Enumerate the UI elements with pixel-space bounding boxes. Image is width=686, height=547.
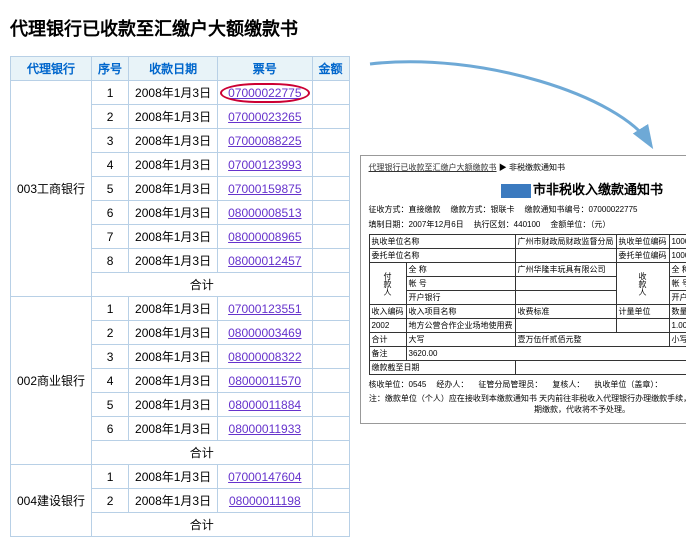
doc-inner-table: 执收单位名称广州市财政局财政监督分局执收单位编码100009 委托单位名称委托单… (369, 234, 686, 375)
ticket-link[interactable]: 08000008513 (228, 206, 301, 220)
ticket-link[interactable]: 07000022775 (228, 86, 301, 100)
table-row: 002商业银行12008年1月3日07000123551 (11, 297, 350, 321)
main-table: 代理银行序号收款日期票号金额 003工商银行12008年1月3日07000022… (10, 56, 350, 537)
ticket-link[interactable]: 07000023265 (228, 110, 301, 124)
ticket-link[interactable]: 07000147604 (228, 470, 301, 484)
bank-cell: 004建设银行 (11, 465, 92, 537)
table-header: 金额 (312, 57, 349, 81)
doc-header-line2: 填制日期：2007年12月6日 执行区划：440100 金额单位：（元） (369, 219, 686, 230)
bank-cell: 003工商银行 (11, 81, 92, 297)
doc-header-line: 征收方式：直接缴款 缴款方式：银联卡 缴款通知书编号：07000022775 (369, 204, 686, 215)
table-header: 代理银行 (11, 57, 92, 81)
ticket-link[interactable]: 07000123993 (228, 158, 301, 172)
ticket-link[interactable]: 08000003469 (228, 326, 301, 340)
ticket-link[interactable]: 08000012457 (228, 254, 301, 268)
table-header: 票号 (218, 57, 312, 81)
page-title: 代理银行已收款至汇缴户大额缴款书 (10, 15, 676, 41)
doc-footer: 核收单位：0545经办人： 征管分局管理员：复核人： 执收单位（盖章）： (369, 379, 686, 390)
ticket-link[interactable]: 07000123551 (228, 302, 301, 316)
doc-title: 市非税收入缴款通知书 (369, 179, 686, 198)
ticket-link[interactable]: 07000088225 (228, 134, 301, 148)
arrow-icon (360, 56, 686, 151)
ticket-link[interactable]: 08000008322 (228, 350, 301, 364)
crumb-link-1[interactable]: 代理银行已收款至汇缴户大额缴款书 (369, 163, 497, 172)
detail-document: 代理银行已收款至汇缴户大额缴款书 ▶ 非税缴款通知书 市非税收入缴款通知书 征收… (360, 155, 686, 424)
bank-cell: 002商业银行 (11, 297, 92, 465)
ticket-link[interactable]: 08000008965 (228, 230, 301, 244)
ticket-link[interactable]: 08000011198 (229, 494, 301, 508)
ticket-link[interactable]: 08000011933 (229, 422, 302, 436)
table-row: 003工商银行12008年1月3日07000022775 (11, 81, 350, 105)
ticket-link[interactable]: 08000011884 (229, 398, 302, 412)
doc-note: 注：缴款单位（个人）应在接收到本缴款通知书 天内前往非税收入代理银行办理缴款手续… (369, 393, 686, 415)
table-header: 收款日期 (129, 57, 218, 81)
table-header: 序号 (92, 57, 129, 81)
breadcrumb: 代理银行已收款至汇缴户大额缴款书 ▶ 非税缴款通知书 (369, 162, 686, 173)
ticket-link[interactable]: 08000011570 (229, 374, 302, 388)
ticket-link[interactable]: 07000159875 (228, 182, 301, 196)
table-row: 004建设银行12008年1月3日07000147604 (11, 465, 350, 489)
